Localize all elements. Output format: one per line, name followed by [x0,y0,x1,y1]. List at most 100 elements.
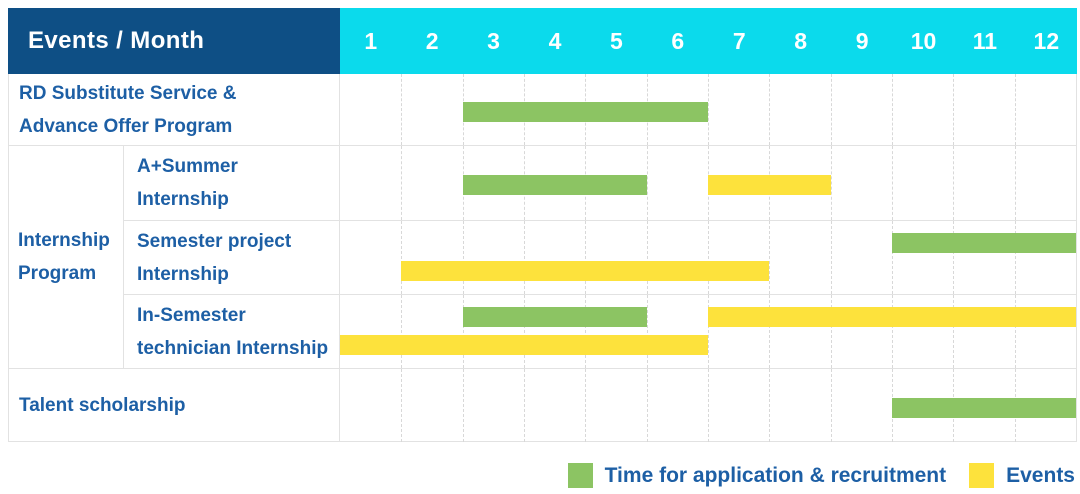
month-gridline [769,220,771,295]
legend-swatch-green [567,463,593,488]
month-gridline [769,74,771,145]
month-header-cell: 7 [732,27,746,54]
table-row-in-semester-technician-internship: In-Semester technician Internship [124,295,1076,369]
month-header-cell: 5 [610,27,623,54]
row-label-line: Internship [137,263,229,285]
month-gridline [401,220,403,295]
month-gridline [830,146,832,220]
group-subrows: A+Summer Internship Semester project Intern… [124,146,1076,369]
table-header-row: Events / Month 1 2 3 4 5 6 7 8 9 10 11 12 [8,8,1077,74]
month-gridline [892,295,893,369]
month-gridline [953,220,955,295]
month-gridline [1014,74,1016,145]
month-grid [340,220,1076,295]
month-grid [340,74,1076,145]
month-gridline [524,369,525,442]
row-label-talent-scholarship: Talent scholarship [9,369,340,442]
month-header-cell: 11 [972,27,998,54]
gantt-table-body: RD Substitute Service & Advance Offer Pro… [8,74,1077,442]
group-label-internship-program: Internship Program [9,146,124,368]
bar-application-recruitment [892,397,1076,418]
month-gridline [646,220,648,295]
legend-label: Time for application & recruitment [604,463,947,487]
month-gridline [401,295,403,369]
month-gridline [585,220,587,295]
month-gridline [462,369,464,442]
legend-swatch-yellow [969,463,995,488]
month-gridline [1014,220,1016,295]
month-gridline [401,369,403,442]
bar-events [708,174,831,195]
month-gridline [769,295,771,369]
month-gridline [524,220,525,295]
month-gridline [646,295,648,369]
month-gridline [830,295,832,369]
month-header-cell: 6 [671,27,685,54]
row-label-line: Program [18,263,97,284]
month-gridline [462,295,464,369]
month-gridline [1014,146,1016,220]
legend-item-events: Events [969,463,1075,488]
month-gridline [892,220,893,295]
row-label-line: Semester project [137,230,292,252]
month-gridline [585,369,587,442]
row-label-line: Internship [137,188,229,210]
month-grid [340,369,1076,442]
month-header-row: 1 2 3 4 5 6 7 8 9 10 11 12 [340,8,1077,74]
month-gridline [769,369,771,442]
row-label-line: Talent scholarship [19,395,186,416]
month-grid [340,146,1076,220]
month-header-cell: 9 [855,27,869,54]
month-gridline [585,295,587,369]
gantt-chart: Events / Month 1 2 3 4 5 6 7 8 9 10 11 12 RD Substi… [8,8,1077,442]
month-gridline [462,220,464,295]
month-header-cell: 2 [425,27,439,54]
bar-events [401,260,770,281]
month-gridline [953,74,955,145]
month-gridline [953,146,955,220]
month-gridline [401,146,403,220]
month-header-cell: 4 [548,27,562,54]
bar-events [340,335,708,356]
month-header-cell: 12 [1033,27,1060,54]
row-label-semester-project-internship: Semester project Internship [124,220,340,295]
bar-application-recruitment [892,232,1076,253]
row-label-line: A+Summer [137,155,238,177]
row-label-a-plus-summer-internship: A+Summer Internship [124,146,340,220]
row-label-in-semester-technician-internship: In-Semester technician Internship [124,295,340,369]
month-header-cell: 10 [910,27,937,54]
month-gridline [830,369,832,442]
month-gridline [1014,295,1016,369]
month-gridline [646,369,648,442]
table-row-rd-substitute-service-advance-offer-program: RD Substitute Service & Advance Offer Pro… [9,74,1076,146]
row-label-line: technician Internship [137,337,329,359]
month-header-cell: 8 [794,27,808,54]
month-gridline [830,74,832,145]
row-label-rd-substitute-service-advance-offer-program: RD Substitute Service & Advance Offer Pro… [9,74,340,145]
legend-item-application-recruitment: Time for application & recruitment [567,463,947,488]
month-gridline [708,369,709,442]
row-label-line: RD Substitute Service & [19,82,237,104]
bar-application-recruitment [462,307,647,328]
month-gridline [708,74,709,145]
month-gridline [953,295,955,369]
table-row-a-plus-summer-internship: A+Summer Internship [124,146,1076,221]
row-label-line: Advance Offer Program [19,115,233,137]
month-header-cell: 1 [364,27,378,54]
month-gridline [708,295,709,369]
table-row-talent-scholarship: Talent scholarship [9,369,1076,442]
bar-application-recruitment [462,101,708,122]
group-internship-program: Internship Program A+Summer Internship Semes… [9,146,1076,369]
month-gridline [830,220,832,295]
month-header-cell: 3 [487,27,500,54]
legend-label: Events [1006,463,1075,487]
bar-application-recruitment [462,174,647,195]
month-grid [340,295,1076,369]
month-gridline [401,74,403,145]
month-gridline [892,146,893,220]
month-gridline [708,220,709,295]
row-label-line: Internship [18,230,110,251]
month-gridline [892,74,893,145]
table-row-semester-project-internship: Semester project Internship [124,220,1076,296]
legend: Time for application & recruitment Events [567,463,1075,488]
